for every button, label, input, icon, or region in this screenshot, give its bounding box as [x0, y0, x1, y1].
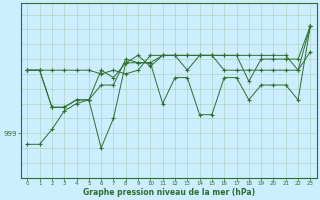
X-axis label: Graphe pression niveau de la mer (hPa): Graphe pression niveau de la mer (hPa) [83, 188, 255, 197]
